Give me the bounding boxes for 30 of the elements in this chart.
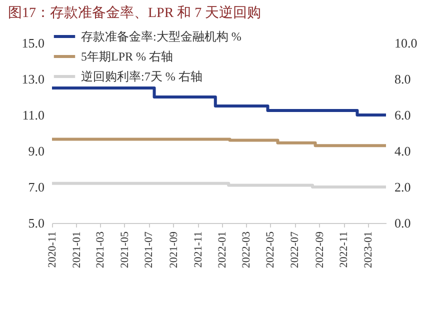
y2-tick-label: 8.0 <box>394 72 411 86</box>
x-tick-label: 2022-05 <box>264 231 277 268</box>
y-tick-label: 7.0 <box>28 180 44 194</box>
y-tick-label: 5.0 <box>28 216 44 230</box>
x-tick-label: 2021-09 <box>168 231 180 268</box>
x-tick-label: 2021-05 <box>118 231 131 268</box>
x-tick-label: 2021-11 <box>192 232 204 268</box>
x-tick-label: 2022-11 <box>338 232 350 268</box>
chart-title: 图17：存款准备金率、LPR 和 7 天逆回购 <box>8 5 262 21</box>
x-tick-label: 2022-07 <box>289 231 302 268</box>
y2-tick-label: 2.0 <box>394 180 411 194</box>
y-tick-label: 9.0 <box>28 144 44 158</box>
y-tick-label: 15.0 <box>22 36 44 50</box>
legend-label: 5年期LPR % 右轴 <box>81 50 174 64</box>
y2-tick-label: 10.0 <box>394 36 418 50</box>
x-tick-label: 2021-07 <box>143 231 156 268</box>
x-tick-label: 2021-01 <box>70 232 83 268</box>
x-tick-label: 2022-09 <box>314 231 326 268</box>
x-tick-label: 2022-03 <box>240 231 252 268</box>
y-tick-label: 11.0 <box>22 108 44 122</box>
y2-tick-label: 6.0 <box>394 108 411 122</box>
x-tick-label: 2021-03 <box>94 231 106 268</box>
legend-label: 逆回购利率:7天 % 右轴 <box>81 70 202 84</box>
x-tick-label: 2020-11 <box>46 232 58 268</box>
y2-tick-label: 4.0 <box>394 144 411 158</box>
y-tick-label: 13.0 <box>22 72 44 86</box>
legend-label: 存款准备金率:大型金融机构 % <box>81 30 242 44</box>
x-tick-label: 2023-01 <box>362 232 375 268</box>
y2-tick-label: 0.0 <box>394 216 411 230</box>
x-tick-label: 2022-01 <box>216 232 229 268</box>
